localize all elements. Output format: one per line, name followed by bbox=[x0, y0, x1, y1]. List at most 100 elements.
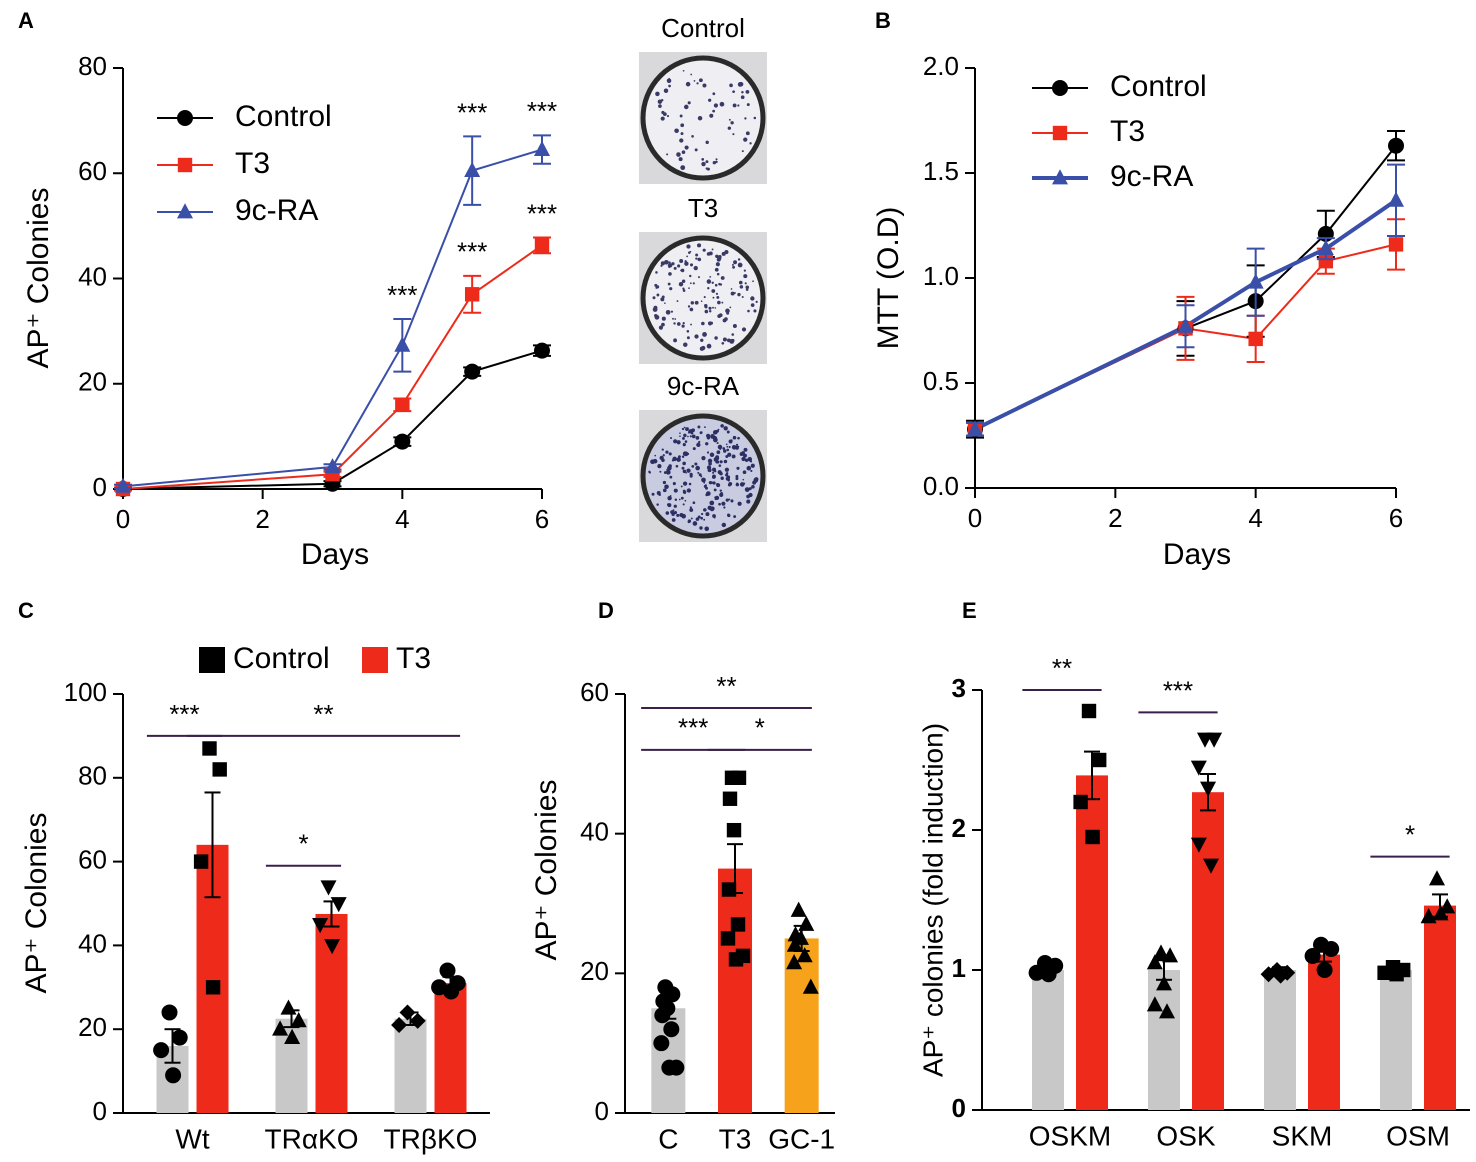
bar bbox=[1148, 970, 1180, 1110]
legend-label: Control bbox=[235, 100, 332, 133]
colony-dot bbox=[725, 473, 729, 477]
colony-dot bbox=[725, 498, 729, 502]
point bbox=[464, 287, 480, 302]
legend-marker bbox=[1052, 80, 1068, 96]
point bbox=[1388, 191, 1404, 207]
colony-dot bbox=[734, 260, 737, 263]
colony-dot bbox=[724, 250, 729, 255]
colony-dot bbox=[738, 280, 743, 285]
colony-dot bbox=[750, 469, 753, 473]
colony-dot bbox=[712, 471, 715, 474]
colony-dot bbox=[668, 265, 671, 269]
colony-dot bbox=[661, 322, 665, 327]
bar bbox=[394, 1018, 427, 1113]
colony-dot bbox=[667, 465, 672, 471]
y-tick-label: 20 bbox=[78, 367, 107, 397]
x-tick-label: 0 bbox=[116, 504, 130, 534]
colony-dot bbox=[721, 501, 726, 506]
colony-dot bbox=[679, 259, 684, 263]
colony-dot bbox=[745, 131, 750, 136]
colony-dot bbox=[741, 327, 747, 332]
colony-dot bbox=[743, 453, 747, 458]
colony-dot bbox=[673, 338, 678, 343]
colony-dot bbox=[725, 455, 729, 458]
colony-dot bbox=[689, 435, 692, 438]
colony-dot bbox=[691, 434, 696, 439]
y-axis-title: AP⁺ Colonies bbox=[20, 813, 53, 994]
colony-dot bbox=[701, 455, 706, 461]
colony-dot bbox=[671, 518, 676, 522]
x-tick-label: TRβKO bbox=[384, 1123, 478, 1154]
colony-dot bbox=[662, 480, 667, 485]
data-point bbox=[1081, 703, 1097, 719]
colony-dot bbox=[739, 285, 744, 289]
data-point bbox=[1028, 964, 1045, 981]
colony-dot bbox=[704, 426, 706, 429]
colony-dot bbox=[731, 333, 735, 336]
data-point bbox=[1162, 947, 1179, 963]
colony-dot bbox=[727, 513, 731, 518]
colony-dot bbox=[683, 451, 689, 457]
colony-dot bbox=[716, 295, 720, 299]
colony-dot bbox=[666, 153, 669, 156]
x-tick-label: 2 bbox=[1108, 503, 1122, 533]
legend-marker bbox=[177, 203, 193, 219]
colony-dot bbox=[701, 158, 705, 161]
colony-dot bbox=[687, 520, 691, 524]
data-point bbox=[290, 1012, 307, 1028]
bar bbox=[434, 983, 467, 1113]
significance: * bbox=[755, 713, 765, 743]
colony-dot bbox=[720, 276, 725, 280]
colony-dot bbox=[668, 84, 671, 88]
colony-dot bbox=[700, 512, 704, 516]
legend-label: 9c-RA bbox=[235, 194, 318, 227]
data-point bbox=[663, 1021, 680, 1038]
y-tick-label: 80 bbox=[78, 761, 107, 791]
colony-dot bbox=[720, 424, 724, 428]
colony-dot bbox=[695, 517, 700, 521]
colony-dot bbox=[699, 431, 703, 435]
colony-dot bbox=[699, 526, 703, 530]
colony-dot bbox=[655, 286, 658, 289]
colony-dot bbox=[674, 498, 678, 502]
colony-dot bbox=[708, 310, 712, 313]
x-tick-label: 2 bbox=[255, 504, 269, 534]
colony-dot bbox=[682, 322, 685, 325]
data-point bbox=[165, 1067, 182, 1084]
colony-dot bbox=[737, 258, 741, 261]
colony-dot bbox=[735, 443, 739, 447]
well bbox=[640, 413, 766, 539]
colony-dot bbox=[668, 261, 671, 264]
colony-dot bbox=[686, 255, 689, 258]
colony-dot bbox=[726, 448, 730, 452]
colony-dot bbox=[691, 135, 694, 138]
colony-dot bbox=[717, 444, 723, 450]
colony-dot bbox=[669, 475, 673, 479]
y-tick-label: 0 bbox=[595, 1096, 609, 1126]
colony-dot bbox=[710, 434, 715, 439]
colony-dot bbox=[724, 317, 728, 321]
colony-dot bbox=[666, 469, 668, 471]
point bbox=[534, 238, 550, 253]
colony-dot bbox=[725, 443, 728, 446]
colony-dot bbox=[704, 309, 709, 314]
colony-dot bbox=[735, 477, 739, 481]
colony-dot bbox=[676, 457, 681, 462]
colony-dot bbox=[702, 83, 707, 88]
data-point bbox=[653, 1035, 670, 1052]
colony-dot bbox=[729, 306, 732, 309]
data-point bbox=[443, 983, 460, 1000]
y-tick-label: 60 bbox=[78, 844, 107, 874]
colony-dot bbox=[696, 243, 702, 248]
y-tick-label: 80 bbox=[78, 51, 107, 81]
x-tick-label: OSK bbox=[1156, 1120, 1215, 1151]
colony-dot bbox=[716, 460, 720, 464]
significance: *** bbox=[457, 237, 487, 267]
colony-dot bbox=[673, 322, 676, 325]
colony-dot bbox=[658, 493, 661, 497]
point bbox=[115, 477, 131, 493]
colony-dot bbox=[684, 260, 687, 263]
colony-dot bbox=[676, 513, 680, 517]
colony-dot bbox=[692, 521, 698, 526]
panel-letter: D bbox=[598, 598, 614, 623]
